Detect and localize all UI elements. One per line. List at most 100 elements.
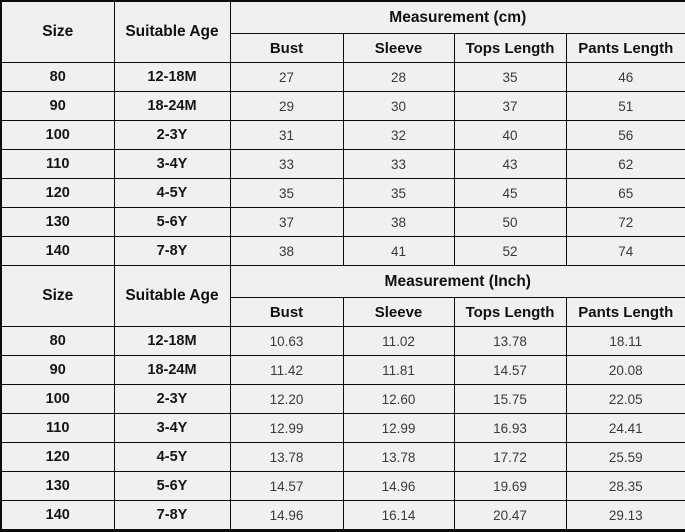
cell-tops-length: 20.47 (453, 500, 567, 531)
cell-size: 140 (0, 500, 115, 531)
cell-age: 7-8Y (113, 236, 231, 266)
table-row: 120 4-5Y 35 35 45 65 (0, 178, 685, 208)
cell-bust: 37 (229, 207, 344, 237)
cell-age: 7-8Y (113, 500, 231, 531)
table-row: 90 18-24M 29 30 37 51 (0, 91, 685, 121)
cell-size: 90 (0, 91, 115, 121)
table-row: 130 5-6Y 14.57 14.96 19.69 28.35 (0, 471, 685, 501)
cell-size: 80 (0, 62, 115, 92)
cell-tops-length: 15.75 (453, 384, 567, 414)
cell-pants-length: 51 (565, 91, 685, 121)
cell-sleeve: 33 (342, 149, 455, 179)
cell-age: 4-5Y (113, 178, 231, 208)
cell-sleeve: 30 (342, 91, 455, 121)
cell-bust: 14.57 (229, 471, 344, 501)
cell-size: 90 (0, 355, 115, 385)
table-row: 110 3-4Y 12.99 12.99 16.93 24.41 (0, 413, 685, 443)
cell-size: 100 (0, 120, 115, 150)
table-row: 100 2-3Y 12.20 12.60 15.75 22.05 (0, 384, 685, 414)
cell-sleeve: 35 (342, 178, 455, 208)
cell-tops-length: 16.93 (453, 413, 567, 443)
cell-sleeve: 13.78 (342, 442, 455, 472)
cell-pants-length: 28.35 (565, 471, 685, 501)
cell-pants-length: 25.59 (565, 442, 685, 472)
cell-pants-length: 24.41 (565, 413, 685, 443)
column-header-sleeve: Sleeve (342, 33, 455, 63)
cell-age: 5-6Y (113, 207, 231, 237)
cell-pants-length: 74 (565, 236, 685, 266)
cell-pants-length: 56 (565, 120, 685, 150)
cell-bust: 12.20 (229, 384, 344, 414)
column-header-pants-length: Pants Length (565, 33, 685, 63)
cell-bust: 38 (229, 236, 344, 266)
cell-age: 3-4Y (113, 413, 231, 443)
table-row: 140 7-8Y 14.96 16.14 20.47 29.13 (0, 500, 685, 531)
column-header-bust: Bust (229, 33, 344, 63)
column-header-pants-length: Pants Length (565, 297, 685, 327)
cell-size: 100 (0, 384, 115, 414)
cell-pants-length: 18.11 (565, 326, 685, 356)
header-measurement-group-1: Measurement (Inch) (229, 265, 685, 298)
cell-tops-length: 17.72 (453, 442, 567, 472)
cell-sleeve: 38 (342, 207, 455, 237)
cell-age: 2-3Y (113, 384, 231, 414)
cell-pants-length: 22.05 (565, 384, 685, 414)
cell-bust: 12.99 (229, 413, 344, 443)
table-row: 100 2-3Y 31 32 40 56 (0, 120, 685, 150)
cell-age: 12-18M (113, 62, 231, 92)
header-suitable-age: Suitable Age (113, 265, 231, 327)
cell-size: 110 (0, 413, 115, 443)
cell-tops-length: 40 (453, 120, 567, 150)
cell-sleeve: 14.96 (342, 471, 455, 501)
cell-pants-length: 62 (565, 149, 685, 179)
table-row: 80 12-18M 27 28 35 46 (0, 62, 685, 92)
cell-bust: 10.63 (229, 326, 344, 356)
header-size: Size (0, 0, 115, 63)
cell-tops-length: 19.69 (453, 471, 567, 501)
column-header-sleeve: Sleeve (342, 297, 455, 327)
cell-bust: 33 (229, 149, 344, 179)
cell-size: 80 (0, 326, 115, 356)
table-row: 80 12-18M 10.63 11.02 13.78 18.11 (0, 326, 685, 356)
cell-size: 120 (0, 442, 115, 472)
cell-bust: 14.96 (229, 500, 344, 531)
cell-tops-length: 50 (453, 207, 567, 237)
table-row: 110 3-4Y 33 33 43 62 (0, 149, 685, 179)
cell-age: 2-3Y (113, 120, 231, 150)
cell-bust: 11.42 (229, 355, 344, 385)
cell-bust: 35 (229, 178, 344, 208)
cell-age: 12-18M (113, 326, 231, 356)
table-row: 130 5-6Y 37 38 50 72 (0, 207, 685, 237)
cell-tops-length: 37 (453, 91, 567, 121)
cell-sleeve: 41 (342, 236, 455, 266)
cell-tops-length: 14.57 (453, 355, 567, 385)
cell-sleeve: 32 (342, 120, 455, 150)
cell-age: 18-24M (113, 355, 231, 385)
cell-pants-length: 20.08 (565, 355, 685, 385)
header-measurement-group-0: Measurement (cm) (229, 0, 685, 34)
table-row: 120 4-5Y 13.78 13.78 17.72 25.59 (0, 442, 685, 472)
cell-size: 140 (0, 236, 115, 266)
cell-size: 110 (0, 149, 115, 179)
cell-sleeve: 11.02 (342, 326, 455, 356)
cell-size: 130 (0, 207, 115, 237)
cell-age: 18-24M (113, 91, 231, 121)
column-header-bust: Bust (229, 297, 344, 327)
cell-pants-length: 65 (565, 178, 685, 208)
cell-age: 4-5Y (113, 442, 231, 472)
cell-sleeve: 12.60 (342, 384, 455, 414)
table-row: 140 7-8Y 38 41 52 74 (0, 236, 685, 266)
cell-bust: 27 (229, 62, 344, 92)
column-header-tops-length: Tops Length (453, 33, 567, 63)
column-header-tops-length: Tops Length (453, 297, 567, 327)
cell-tops-length: 45 (453, 178, 567, 208)
cell-sleeve: 28 (342, 62, 455, 92)
cell-pants-length: 29.13 (565, 500, 685, 531)
cell-sleeve: 12.99 (342, 413, 455, 443)
cell-pants-length: 46 (565, 62, 685, 92)
cell-age: 3-4Y (113, 149, 231, 179)
cell-tops-length: 13.78 (453, 326, 567, 356)
cell-sleeve: 16.14 (342, 500, 455, 531)
